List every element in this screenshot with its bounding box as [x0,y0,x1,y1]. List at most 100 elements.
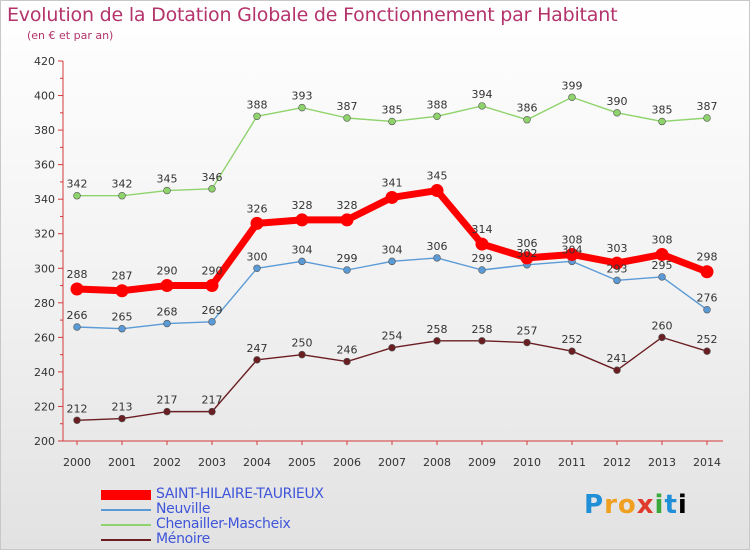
data-point [208,185,216,193]
data-point [118,325,126,333]
data-label: 328 [337,199,358,212]
data-point [163,186,171,195]
data-label: 213 [112,401,133,414]
data-point [343,357,351,366]
data-label: 299 [472,252,493,265]
data-point [298,103,306,112]
legend-label: Chenailler-Mascheix [156,516,291,532]
data-label: 304 [562,243,583,256]
data-label: 326 [247,202,268,215]
data-label: 341 [382,176,403,189]
data-point [658,117,666,126]
data-point [613,109,621,117]
data-point [298,257,306,266]
data-point [478,266,486,274]
data-point [568,347,576,355]
x-tick-label: 2003 [198,456,226,469]
data-label: 385 [652,103,673,116]
data-point [208,318,216,326]
data-point [253,356,261,364]
data-point [118,414,126,423]
x-tick-label: 2005 [288,456,316,469]
data-label: 258 [472,323,493,336]
data-labels: 342 342 345 346 388 393 387 385 388 394 386 399 390 3… [67,79,718,415]
data-label: 388 [247,98,268,111]
data-point [73,323,81,331]
data-label: 388 [427,98,448,111]
legend-label: Neuville [156,501,211,517]
data-label: 212 [67,402,88,415]
data-point [565,247,579,261]
data-point [703,114,711,122]
data-label: 246 [337,344,358,357]
data-point [70,282,84,296]
data-point [73,192,81,200]
x-tick-label: 2009 [468,456,496,469]
data-label: 304 [382,243,403,256]
data-label: 342 [67,178,88,191]
data-label: 346 [202,171,223,184]
data-label: 287 [112,270,133,283]
data-point [385,190,399,204]
y-tick-label: 280 [34,297,55,310]
data-point [298,350,306,359]
data-label: 217 [157,394,178,407]
data-label: 399 [562,79,583,92]
data-label: 345 [157,173,178,186]
y-tick-label: 400 [34,90,55,103]
x-tick-label: 2001 [108,456,136,469]
y-tick-label: 200 [34,435,55,448]
data-label: 290 [157,265,178,278]
data-label: 257 [517,325,538,338]
data-label: 241 [607,352,628,365]
x-tick-label: 2013 [648,456,676,469]
y-tick-label: 260 [34,331,55,344]
y-tick-label: 320 [34,228,55,241]
series-saint-hilaire-taurieux [70,184,714,298]
data-point [73,416,81,424]
x-tick-label: 2002 [153,456,181,469]
data-point [163,319,171,328]
data-point [568,93,576,101]
data-label: 268 [157,306,178,319]
x-tick-label: 2011 [558,456,586,469]
data-label: 342 [112,178,133,191]
data-point [478,337,486,345]
data-label: 295 [652,259,673,272]
legend-swatch [101,509,151,511]
data-point [208,407,216,416]
data-label: 306 [517,237,538,250]
data-label: 288 [67,268,88,281]
data-label: 260 [652,319,673,332]
data-label: 293 [607,262,628,275]
legend-label: Ménoire [156,531,210,547]
data-point [343,114,351,122]
data-label: 390 [607,95,628,108]
legend-swatch [101,524,151,526]
x-tick-label: 2000 [63,456,91,469]
data-point [115,284,129,298]
data-point [520,251,534,265]
data-label: 250 [292,337,313,350]
data-label: 328 [292,199,313,212]
data-point [295,213,309,227]
data-point [613,366,621,374]
data-label: 252 [697,333,718,346]
data-point [433,254,441,262]
data-label: 306 [427,240,448,253]
data-point [388,257,396,266]
data-label: 304 [292,243,313,256]
chart-subtitle: (en € et par an) [27,29,114,42]
y-tick-label: 300 [34,262,55,275]
data-point [658,273,666,281]
data-label: 314 [472,223,493,236]
y-tick-label: 340 [34,193,55,206]
data-label: 387 [337,100,358,113]
data-point [388,344,396,352]
data-point [430,184,444,198]
series-layer [70,93,714,424]
data-label: 247 [247,342,268,355]
data-label: 217 [202,394,223,407]
